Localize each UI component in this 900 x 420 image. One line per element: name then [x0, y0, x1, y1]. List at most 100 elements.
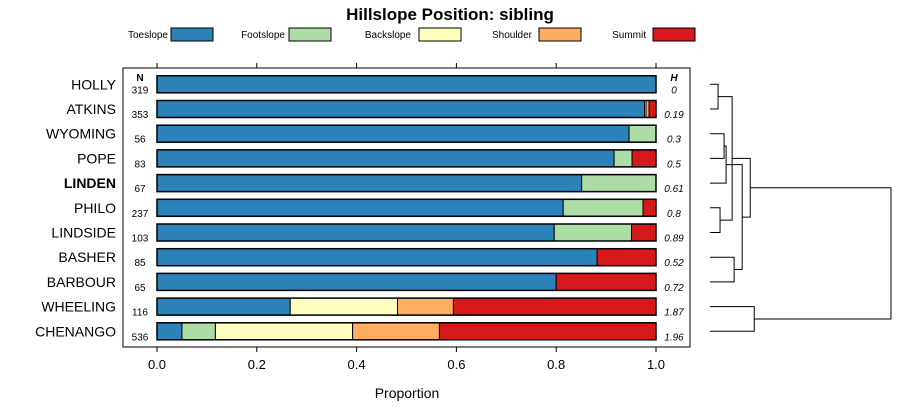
- bar-atkins-summit: [648, 100, 657, 118]
- bar-holly-toeslope: [156, 75, 657, 94]
- category-label-wheeling: WHEELING: [41, 299, 116, 315]
- h-value-lindside: 0.89: [664, 234, 684, 245]
- bar-outline-linden: [156, 173, 657, 193]
- dendrogram: [710, 83, 892, 332]
- category-label-basher: BASHER: [58, 249, 116, 265]
- bar-chenango-toeslope: [156, 322, 183, 341]
- bar-philo-summit: [642, 198, 657, 217]
- dendrogram-branch-5: [710, 306, 755, 332]
- legend-swatch-toeslope: [170, 27, 214, 42]
- n-value-linden: 67: [134, 184, 146, 195]
- bar-outline-philo: [156, 198, 657, 218]
- n-value-lindside: 103: [132, 234, 149, 245]
- legend-swatch-summit: [652, 27, 696, 42]
- bar-barbour-toeslope: [156, 272, 557, 291]
- bar-basher-summit: [596, 248, 657, 267]
- category-label-lindside: LINDSIDE: [51, 225, 116, 241]
- legend-label-summit: Summit: [612, 30, 646, 41]
- bar-philo-footslope: [562, 198, 644, 217]
- bar-outline-wyoming: [156, 124, 657, 143]
- x-tick-label-1: 0.2: [248, 357, 266, 372]
- h-value-philo: 0.8: [667, 209, 681, 220]
- bar-pope-footslope: [613, 149, 633, 168]
- dendrogram-branch-4: [710, 256, 735, 283]
- bar-outline-holly: [156, 75, 657, 94]
- n-value-wheeling: 116: [132, 308, 148, 319]
- category-label-holly: HOLLY: [71, 76, 117, 92]
- category-label-chenango: CHENANGO: [35, 323, 116, 339]
- legend-label-footslope: Footslope: [241, 30, 285, 41]
- bar-basher-toeslope: [156, 248, 598, 267]
- dendrogram-branch-1: [710, 133, 725, 159]
- bar-outline-lindside: [156, 223, 657, 242]
- n-column-header: N: [136, 73, 143, 84]
- bar-wheeling-toeslope: [156, 297, 291, 316]
- x-tick-label-5: 1.0: [647, 357, 665, 372]
- plot-area: 0.0 0.2 0.4 0.6 0.8 1.0 N H HOLLY 319 0 ATKINS 353 0.…: [35, 63, 691, 372]
- h-value-pope: 0.5: [667, 159, 681, 170]
- n-value-philo: 237: [132, 209, 149, 220]
- category-label-barbour: BARBOUR: [47, 274, 116, 290]
- x-tick-label-3: 0.6: [447, 357, 465, 372]
- n-value-barbour: 65: [134, 283, 146, 294]
- dendrogram-branch-9: [750, 187, 892, 320]
- bar-outline-chenango: [156, 322, 657, 341]
- bar-chenango-footslope: [181, 322, 216, 341]
- category-label-linden: LINDEN: [64, 175, 116, 191]
- bar-wheeling-backslope: [289, 297, 399, 316]
- legend: Toeslope Footslope Backslope Shoulder Summit: [128, 27, 696, 42]
- bar-linden-footslope: [581, 174, 657, 193]
- legend-swatch-shoulder: [538, 27, 582, 42]
- category-label-atkins: ATKINS: [66, 101, 116, 117]
- bar-chenango-shoulder: [352, 322, 440, 341]
- bar-outline-atkins: [156, 99, 657, 119]
- bar-pope-summit: [631, 149, 657, 168]
- bar-outline-wheeling: [156, 297, 657, 316]
- x-tick-label-0: 0.0: [148, 357, 166, 372]
- bar-atkins-toeslope: [156, 100, 646, 118]
- h-value-chenango: 1.96: [664, 332, 684, 343]
- bar-chenango-backslope: [214, 322, 354, 341]
- h-value-barbour: 0.72: [664, 283, 684, 294]
- bar-outline-pope: [156, 149, 657, 168]
- h-value-holly: 0: [671, 85, 677, 96]
- h-value-wheeling: 1.87: [664, 308, 684, 319]
- x-tick-label-2: 0.4: [348, 357, 366, 372]
- legend-label-toeslope: Toeslope: [128, 30, 168, 41]
- category-label-wyoming: WYOMING: [46, 126, 116, 142]
- h-column-header: H: [670, 73, 678, 84]
- x-tick-label-4: 0.8: [547, 357, 565, 372]
- bar-lindside-toeslope: [156, 223, 555, 242]
- bar-outline-barbour: [156, 272, 657, 292]
- bar-lindside-summit: [631, 223, 657, 242]
- dendrogram-branch-7: [726, 164, 743, 271]
- bar-outline-basher: [156, 247, 657, 267]
- bar-pope-toeslope: [156, 149, 615, 168]
- x-axis-label: Proportion: [375, 385, 440, 401]
- n-value-chenango: 536: [132, 332, 149, 343]
- dendrogram-branch-6: [718, 96, 733, 221]
- n-value-wyoming: 56: [134, 135, 146, 146]
- legend-swatch-backslope: [418, 27, 462, 42]
- bar-barbour-summit: [555, 272, 657, 291]
- category-label-philo: PHILO: [74, 200, 116, 216]
- dendrogram-branch-2: [710, 207, 721, 233]
- dendrogram-branch-8: [732, 157, 751, 218]
- bar-philo-toeslope: [156, 198, 564, 217]
- n-value-holly: 319: [132, 85, 149, 96]
- bar-wheeling-shoulder: [397, 297, 454, 316]
- bar-wyoming-toeslope: [156, 124, 630, 143]
- dendrogram-branch-0: [710, 83, 719, 110]
- bar-linden-toeslope: [156, 174, 583, 193]
- h-value-linden: 0.61: [664, 184, 683, 195]
- category-label-pope: POPE: [77, 150, 116, 166]
- legend-label-backslope: Backslope: [365, 30, 412, 41]
- chart-title: Hillslope Position: sibling: [346, 5, 554, 24]
- bar-lindside-footslope: [553, 223, 633, 242]
- bar-chenango-summit: [438, 322, 657, 341]
- bar-wyoming-footslope: [628, 124, 657, 143]
- h-value-wyoming: 0.3: [667, 135, 681, 146]
- h-value-basher: 0.52: [664, 258, 684, 269]
- n-value-basher: 85: [134, 258, 146, 269]
